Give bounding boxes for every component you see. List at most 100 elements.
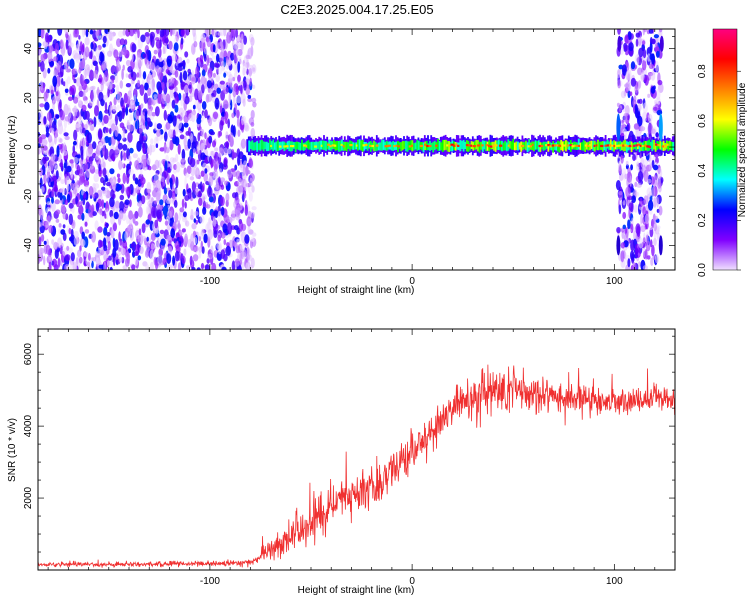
spectrogram-noise-blob <box>189 255 193 266</box>
spectrogram-noise-blob <box>653 237 657 246</box>
spectrogram-band-cell <box>267 142 270 151</box>
spectrogram-noise-blob <box>52 75 58 88</box>
spectrogram-noise-blob <box>242 165 246 176</box>
spectrogram-noise-blob <box>181 29 185 37</box>
spectrogram-noise-blob <box>65 40 69 50</box>
spectrogram-noise-blob <box>147 100 152 110</box>
spectrogram-band-cell <box>275 141 278 152</box>
x-tick-label: 0 <box>409 276 415 287</box>
spectrogram-noise-blob <box>55 83 60 93</box>
spectrogram-band-cell <box>523 142 526 150</box>
spectrogram-noise-blob <box>201 128 205 138</box>
spectrogram-noise-blob <box>233 71 238 79</box>
spectrogram-noise-blob <box>250 236 255 243</box>
spectrogram-noise-blob <box>184 233 189 246</box>
spectrogram-noise-blob <box>109 79 113 90</box>
spectrogram-noise-blob <box>616 102 620 107</box>
spectrogram-noise-blob <box>226 242 230 247</box>
spectrogram-band-core <box>342 145 345 148</box>
spectrogram-noise-blob <box>622 200 626 206</box>
spectrogram-noise-blob <box>52 100 55 112</box>
spectrogram-band-cell <box>312 141 315 151</box>
spectrogram-band-core <box>644 144 647 147</box>
spectrogram-band-cell <box>432 141 435 153</box>
spectrogram-noise-blob <box>642 265 648 270</box>
spectrogram-noise-blob <box>207 186 213 198</box>
spectrogram-noise-blob <box>120 97 124 107</box>
spectrogram-noise-blob <box>39 103 45 108</box>
spectrogram-ticks: -100 0 100 -40 -20 0 20 40 <box>23 29 676 287</box>
spectrogram-noise-blob <box>109 197 115 208</box>
spectrogram-noise-blob <box>630 61 636 70</box>
spectrogram-noise-blob <box>116 104 120 111</box>
spectrogram-noise-blob <box>236 35 241 42</box>
spectrogram-noise-blob <box>103 74 106 84</box>
spectrogram-noise-blob <box>119 122 125 129</box>
spectrogram-noise-blob <box>171 54 177 62</box>
spectrogram-noise-blob <box>59 39 64 50</box>
spectrogram-noise-blob <box>216 53 220 63</box>
spectrogram-band-cell <box>294 141 297 153</box>
spectrogram-noise-blob <box>219 29 225 37</box>
spectrogram-band-core <box>468 144 471 147</box>
spectrogram-band-core <box>639 144 642 147</box>
spectrogram-noise-blob <box>79 256 83 264</box>
spectrogram-band-cell <box>249 141 252 150</box>
spectrogram-noise-blob <box>104 136 110 144</box>
spectrogram-noise-blob <box>228 239 234 249</box>
spectrogram-noise-blob <box>198 247 202 259</box>
spectrogram-noise-blob <box>42 41 49 47</box>
spectrogram-noise-blob <box>182 211 187 218</box>
spectrogram-noise-blob <box>197 82 202 92</box>
spectrogram-noise-blob <box>627 219 631 230</box>
spectrogram-noise-blob <box>98 163 101 172</box>
spectrogram-noise-blob <box>240 138 247 149</box>
spectrogram-band-core <box>424 143 427 146</box>
spectrogram-noise-blob <box>250 127 256 139</box>
spectrogram-band-core <box>386 144 390 147</box>
x-tick-label: 0 <box>409 576 415 587</box>
spectrogram-band-core <box>435 144 438 147</box>
spectrogram-band-cell <box>413 143 415 151</box>
spectrogram-noise-blob <box>124 199 130 206</box>
spectrogram-noise-blob <box>170 228 176 239</box>
spectrogram-band-cell <box>325 141 327 152</box>
spectrogram-noise-blob <box>38 204 42 216</box>
spectrogram-noise-blob <box>163 187 168 195</box>
spectrogram-noise-blob <box>618 191 623 196</box>
spectrogram-noise-blob <box>195 245 199 252</box>
spectrogram-noise-blob <box>650 86 656 94</box>
spectrogram-noise-blob <box>137 79 141 88</box>
spectrogram-band-cell <box>502 142 505 151</box>
spectrogram-noise-blob <box>160 238 166 246</box>
spectrogram-noise-blob <box>45 244 51 255</box>
spectrogram-noise-blob <box>199 41 204 52</box>
spectrogram-noise-blob <box>131 264 136 270</box>
spectrogram-noise-blob <box>38 236 42 247</box>
spectrogram-noise-blob <box>126 173 130 185</box>
spectrogram-noise-blob <box>92 193 96 199</box>
spectrogram-noise-blob <box>217 210 223 222</box>
spectrogram-noise-blob <box>621 167 627 176</box>
spectrogram-noise-blob <box>73 261 77 270</box>
spectrogram-band-cell <box>256 140 259 152</box>
spectrogram-noise-blob <box>246 252 250 262</box>
spectrogram-noise-blob <box>54 199 60 205</box>
spectrogram-noise-blob <box>656 96 661 105</box>
spectrogram-noise-blob <box>186 265 191 270</box>
spectrogram-noise-blob <box>634 246 639 259</box>
spectrogram-noise-blob <box>128 124 134 132</box>
spectrogram-band-cell <box>577 138 580 150</box>
spectrogram-noise-blob <box>122 172 127 185</box>
spectrogram-noise-blob <box>51 239 55 245</box>
spectrogram-noise-blob <box>168 85 175 90</box>
spectrogram-noise-blob <box>109 266 113 270</box>
spectrogram-band-core <box>492 144 495 147</box>
spectrogram-noise-blob <box>62 224 66 229</box>
spectrogram-noise-blob <box>651 244 655 257</box>
spectrogram-noise-blob <box>206 221 211 227</box>
spectrogram-noise-blob <box>141 223 146 234</box>
spectrogram-noise-blob <box>139 246 144 255</box>
spectrogram-band-cell <box>339 140 342 152</box>
spectrogram-noise-blob <box>156 123 162 130</box>
